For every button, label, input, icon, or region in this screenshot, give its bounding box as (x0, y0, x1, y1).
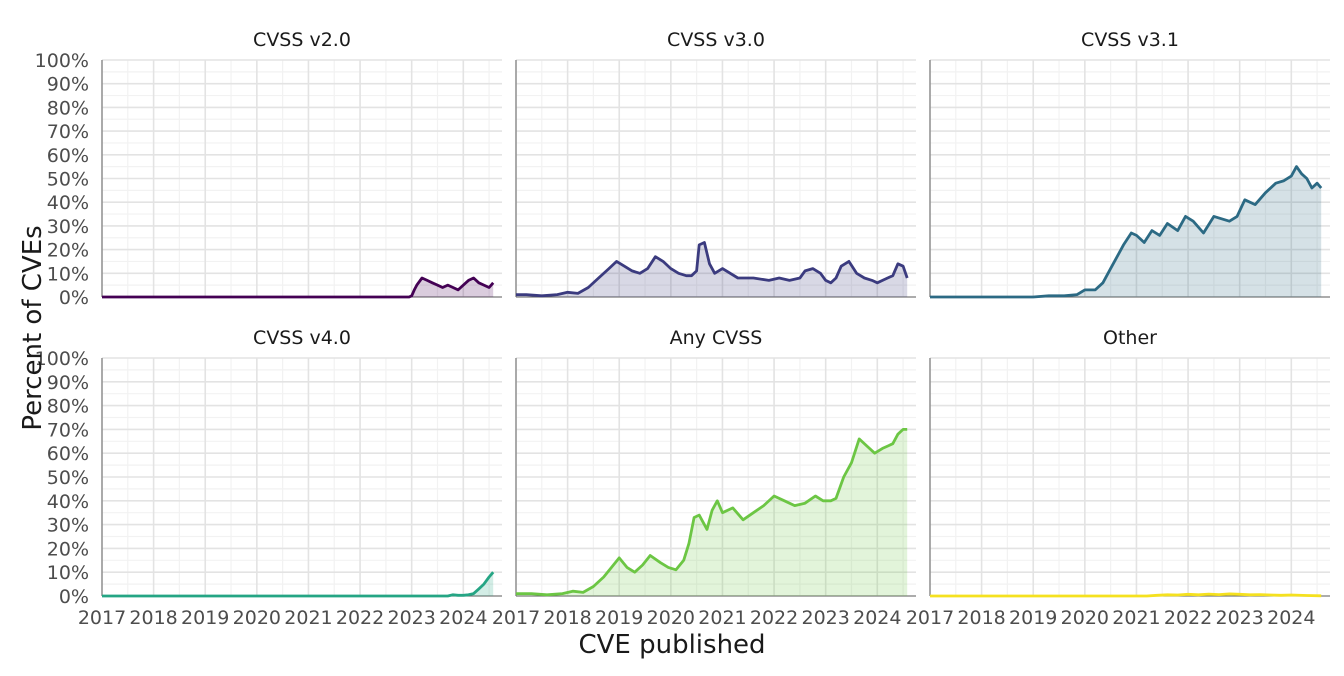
series-line (930, 165, 1323, 299)
panel-title: Any CVSS (670, 327, 763, 349)
panel-title: Other (1103, 327, 1157, 349)
x-tick-label: 2018 (543, 607, 591, 629)
x-axis-title: CVE published (578, 630, 766, 660)
y-tick-label: 50% (47, 169, 89, 191)
y-tick-label: 100% (35, 348, 89, 370)
panel-title: CVSS v3.1 (1081, 29, 1179, 51)
y-tick-label: 60% (47, 145, 89, 167)
x-tick-label: 2024 (439, 607, 487, 629)
x-tick-label: 2021 (1112, 607, 1160, 629)
y-tick-label: 20% (47, 240, 89, 262)
y-tick-label: 80% (47, 97, 89, 119)
x-tick-label: 2019 (1009, 607, 1057, 629)
panel-cvss-v2-0: CVSS v2.0 0%10%20%30%40%50%60%70%80%90%10… (35, 29, 502, 309)
series-line (102, 571, 495, 598)
y-tick-label: 10% (47, 263, 89, 285)
panel-any-cvss: Any CVSS 2017 2018 2019 2020 2021 2022 2023 2024 (492, 327, 916, 629)
x-tick-label: 2023 (801, 607, 849, 629)
panel-cvss-v3-1: CVSS v3.1 (929, 29, 1330, 299)
panel-title: CVSS v2.0 (253, 29, 351, 51)
series-line (516, 241, 909, 298)
x-tick-label: 2024 (1267, 607, 1315, 629)
y-tick-label: 20% (47, 538, 89, 560)
y-tick-label: 50% (47, 467, 89, 489)
series-area (102, 278, 494, 297)
x-tick-label: 2022 (1164, 607, 1212, 629)
y-tick-label: 90% (47, 74, 89, 96)
x-tick-label: 2020 (233, 607, 281, 629)
y-tick-label: 70% (47, 121, 89, 143)
x-tick-label: 2020 (647, 607, 695, 629)
panel-title: CVSS v4.0 (253, 327, 351, 349)
x-tick-label: 2022 (336, 607, 384, 629)
x-tick-label: 2017 (906, 607, 954, 629)
x-tick-label: 2022 (750, 607, 798, 629)
y-tick-label: 10% (47, 562, 89, 584)
y-tick-label: 0% (59, 287, 89, 309)
y-tick-label: 40% (47, 192, 89, 214)
series-line (930, 592, 1322, 598)
y-tick-label: 0% (59, 586, 89, 608)
x-tick-label: 2018 (957, 607, 1005, 629)
x-tick-label: 2019 (595, 607, 643, 629)
y-axis-title: Percent of CVEs (18, 225, 48, 431)
x-tick-label: 2024 (853, 607, 901, 629)
panel-cvss-v3-0: CVSS v3.0 (515, 29, 916, 298)
x-tick-label: 2021 (284, 607, 332, 629)
y-tick-label: 80% (47, 396, 89, 418)
x-tick-label: 2023 (1215, 607, 1263, 629)
y-tick-label: 70% (47, 419, 89, 441)
y-tick-label: 40% (47, 491, 89, 513)
y-tick-label: 100% (35, 50, 89, 72)
series-area (930, 166, 1322, 297)
panel-title: CVSS v3.0 (667, 29, 765, 51)
y-tick-label: 60% (47, 443, 89, 465)
x-tick-label: 2017 (78, 607, 126, 629)
x-tick-label: 2020 (1061, 607, 1109, 629)
y-tick-label: 30% (47, 515, 89, 537)
x-tick-label: 2023 (387, 607, 435, 629)
series-line (102, 276, 495, 299)
y-tick-label: 90% (47, 372, 89, 394)
panel-other: Other 2017 2018 2019 2020 2021 2022 2023 2024 (906, 327, 1330, 629)
x-tick-label: 2019 (181, 607, 229, 629)
x-tick-label: 2018 (129, 607, 177, 629)
x-tick-label: 2017 (492, 607, 540, 629)
series-line (516, 427, 908, 597)
x-tick-label: 2021 (698, 607, 746, 629)
y-tick-label: 30% (47, 216, 89, 238)
panel-cvss-v4-0: CVSS v4.0 0%10%20%30%40%50%60%70%80%90%10… (35, 327, 502, 629)
